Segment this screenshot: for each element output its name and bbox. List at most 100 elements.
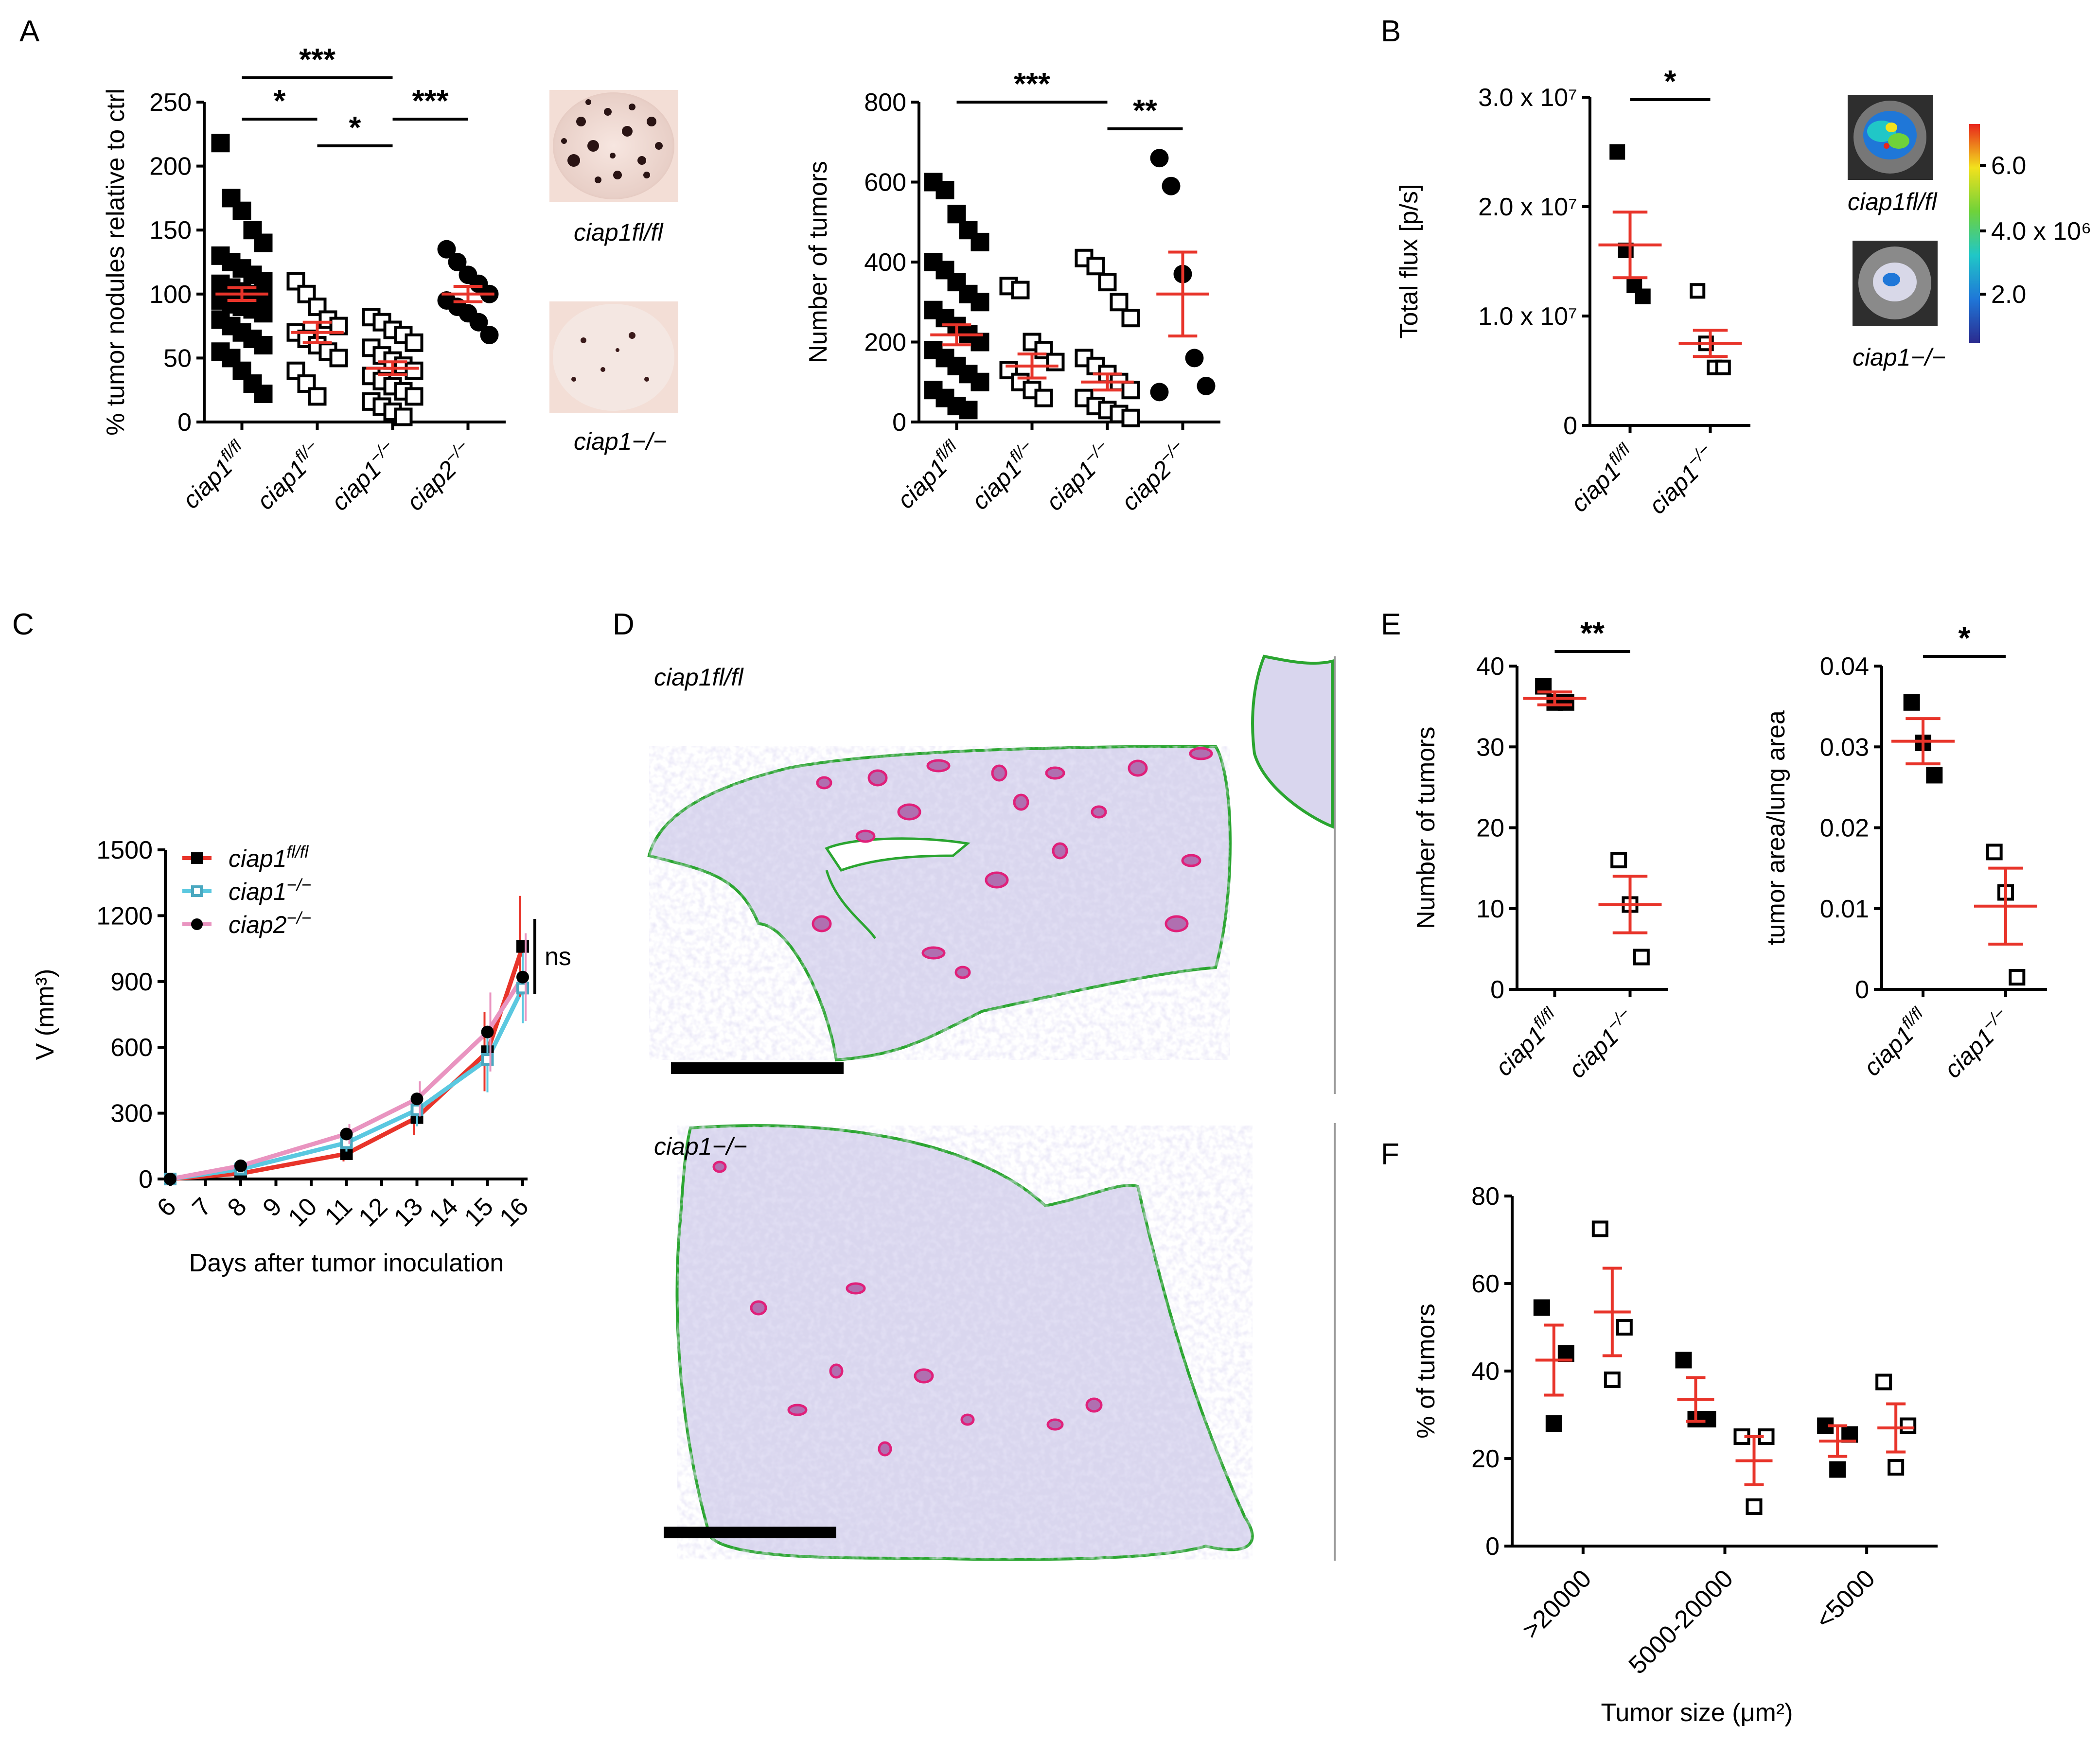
y-tick-label: 0 xyxy=(892,408,906,437)
y-tick-label: 1200 xyxy=(96,902,153,930)
data-point xyxy=(254,233,273,252)
data-point xyxy=(1011,281,1030,299)
data-point xyxy=(1633,949,1650,966)
data-point xyxy=(405,387,424,406)
data-point xyxy=(959,401,978,420)
y-tick-label: 0.03 xyxy=(1820,733,1869,761)
data-point xyxy=(1185,349,1204,368)
legend-marker xyxy=(191,918,203,930)
data-point xyxy=(234,1159,247,1172)
data-point xyxy=(947,205,966,224)
y-tick-label: 30 xyxy=(1476,733,1504,761)
data-point xyxy=(297,374,316,393)
histology-section-ko xyxy=(675,1123,1336,1561)
tumor-focus xyxy=(878,1441,892,1457)
data-point xyxy=(1197,376,1216,395)
data-point xyxy=(254,385,273,404)
y-tick-label: 0.04 xyxy=(1820,652,1869,681)
tumor-focus xyxy=(1085,1397,1103,1413)
data-point xyxy=(469,313,488,332)
y-tick-label: 100 xyxy=(149,281,192,309)
tumor-focus xyxy=(914,1368,934,1384)
bli-image-fl xyxy=(1848,95,1933,180)
y-tick-label: 10 xyxy=(1476,895,1504,923)
y-tick-label: 0 xyxy=(1563,412,1577,440)
x-tick-label: 6 xyxy=(152,1192,181,1222)
data-point xyxy=(405,333,424,352)
data-point xyxy=(1034,388,1053,407)
y-tick-label: 3.0 x 10⁷ xyxy=(1478,84,1577,112)
y-tick-label: 40 xyxy=(1476,652,1504,681)
y-axis-title: Number of tumors xyxy=(1412,726,1440,929)
colorbar-tick-4: 4.0 x 10⁶ xyxy=(1991,217,2091,246)
data-point xyxy=(1900,1417,1917,1434)
x-tick-label: 14 xyxy=(424,1192,464,1232)
y-axis-title: tumor area/lung area xyxy=(1762,710,1790,945)
y-tick-label: 20 xyxy=(1476,814,1504,843)
legend-label: ciap1−/− xyxy=(229,876,311,906)
x-tick-label: ciap1−/− xyxy=(1937,1003,2017,1083)
data-point xyxy=(971,293,989,312)
y-tick-label: 200 xyxy=(149,153,192,181)
y-tick-label: 900 xyxy=(110,968,153,996)
colorbar-tick-2: 2.0 xyxy=(1991,281,2026,309)
lung-photo-fl-label: ciap1fl/fl xyxy=(574,219,664,246)
data-point xyxy=(935,180,954,199)
data-point xyxy=(1604,1372,1621,1388)
x-tick-label: 16 xyxy=(494,1192,534,1232)
data-point xyxy=(1098,273,1117,292)
chart-e-tumor-area: 0 0.01 0.02 0.03 0.04 tumor area/lung area cia… xyxy=(1762,620,2047,1083)
y-tick-label: 0.02 xyxy=(1820,814,1869,843)
y-axis-title: % of tumors xyxy=(1412,1303,1440,1438)
x-tick-label: ciap1fl/fl xyxy=(1564,439,1641,517)
data-point xyxy=(1675,1352,1692,1369)
y-tick-label: 60 xyxy=(1471,1270,1500,1298)
y-tick-label: 0 xyxy=(139,1165,153,1194)
data-point xyxy=(308,387,327,406)
data-point xyxy=(448,253,467,271)
x-axis-title: Days after tumor inoculation xyxy=(189,1249,504,1277)
lung-photo-ko-label: ciap1−/− xyxy=(574,428,667,455)
y-tick-label: 1500 xyxy=(96,836,153,864)
chart-f-size-distribution: 0 20 40 60 80 % of tumors >20000 5000-20000 <500… xyxy=(1412,1182,1938,1727)
histology-fl-label: ciap1fl/fl xyxy=(654,664,744,691)
legend-label: ciap2−/− xyxy=(229,909,311,939)
tumor-focus xyxy=(829,1363,844,1379)
y-tick-label: 20 xyxy=(1471,1445,1500,1473)
tumor-focus xyxy=(816,776,832,790)
tumor-focus xyxy=(812,915,832,933)
data-point xyxy=(1903,694,1920,711)
tumor-focus xyxy=(1181,854,1201,867)
data-point xyxy=(480,326,499,345)
tumor-focus xyxy=(1045,766,1065,780)
data-point xyxy=(329,349,348,368)
significance-label: * xyxy=(274,83,286,118)
y-axis-title: V (mm³) xyxy=(31,969,59,1060)
y-tick-label: 2.0 x 10⁷ xyxy=(1478,193,1577,221)
x-tick-label: 13 xyxy=(388,1192,428,1232)
x-tick-label: 15 xyxy=(459,1192,499,1232)
tumor-focus xyxy=(1046,1418,1064,1431)
significance-label: ** xyxy=(1580,616,1605,651)
tumor-focus xyxy=(787,1404,808,1416)
data-point xyxy=(516,970,529,984)
x-tick-label: ciap1−/− xyxy=(1039,436,1118,516)
data-point xyxy=(1926,767,1943,784)
histology-ko-label: ciap1−/− xyxy=(654,1133,747,1160)
significance-label: *** xyxy=(1014,66,1050,101)
data-point xyxy=(1829,1461,1846,1478)
data-point xyxy=(1533,1299,1550,1316)
chart-b-total-flux: 0 1.0 x 10⁷ 2.0 x 10⁷ 3.0 x 10⁷ Total flux [… xyxy=(1395,64,1750,519)
y-tick-label: 250 xyxy=(149,88,192,117)
x-tick-label: ciap1fl/fl xyxy=(890,436,968,513)
tumor-focus xyxy=(855,829,876,843)
panel-label-a: A xyxy=(19,15,40,48)
y-tick-label: 40 xyxy=(1471,1357,1500,1386)
panel-label-f: F xyxy=(1381,1138,1399,1171)
significance-label: * xyxy=(1664,64,1676,99)
data-point xyxy=(232,201,251,220)
x-tick-label: >20000 xyxy=(1517,1564,1597,1644)
y-tick-label: 0 xyxy=(1855,976,1869,1004)
